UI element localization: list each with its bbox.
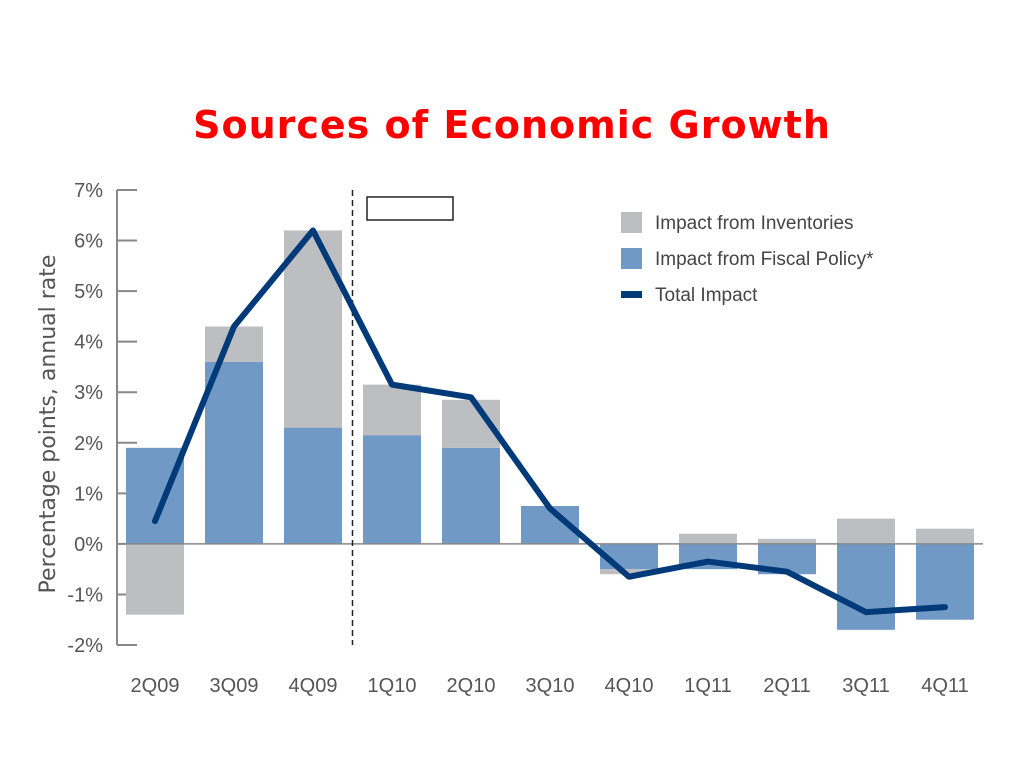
y-tick-label: 1% [74, 483, 103, 505]
fiscal-policy-bar [284, 427, 342, 544]
x-tick-label: 2Q09 [131, 675, 180, 697]
slide-title: Sources of Economic Growth [193, 103, 831, 147]
x-tick-label: 2Q11 [763, 675, 810, 697]
x-tick-label: 1Q10 [368, 675, 417, 697]
y-tick-label: 6% [74, 231, 103, 253]
x-axis: 2Q09 3Q09 4Q09 1Q10 2Q10 3Q10 4Q10 1Q11 2Q11 3Q11… [131, 675, 969, 697]
y-tick-label: 3% [74, 382, 103, 404]
inventories-bar [837, 518, 895, 544]
forecast-divider [351, 190, 454, 645]
x-tick-label: 3Q11 [842, 675, 889, 697]
fiscal-policy-bar [126, 447, 184, 544]
x-tick-label: 2Q10 [447, 675, 496, 697]
fiscal-policy-bar [837, 543, 895, 630]
y-tick-label: 7% [74, 180, 103, 202]
inventories-bar [758, 538, 816, 544]
inventories-bar [679, 533, 737, 544]
y-tick-label: -2% [67, 635, 103, 657]
total-impact-polyline [152, 227, 948, 616]
y-tick-label: 4% [74, 332, 103, 354]
inventories-bar [126, 543, 184, 615]
legend-swatch-total-impact [621, 291, 642, 298]
inventories-bar [363, 384, 421, 436]
y-tick-label: 2% [74, 433, 103, 455]
x-tick-label: 4Q10 [605, 675, 654, 697]
y-axis-label-group: Percentage points, annual rate [36, 255, 61, 594]
bars [126, 230, 974, 630]
forecast-box [366, 196, 454, 221]
x-tick-label: 4Q09 [289, 675, 338, 697]
legend-label: Impact from Fiscal Policy* [655, 249, 874, 270]
x-tick-label: 4Q11 [921, 675, 968, 697]
legend-label: Total Impact [655, 285, 758, 306]
inventories-bar [600, 569, 658, 575]
y-tick-label: 0% [74, 534, 103, 556]
legend-swatch-inventories [621, 212, 642, 233]
legend-label: Impact from Inventories [655, 213, 854, 234]
y-tick-label: -1% [67, 584, 103, 606]
fiscal-policy-bar [442, 447, 500, 544]
x-tick-label: 3Q09 [210, 675, 259, 697]
legend: Impact from Inventories Impact from Fisca… [621, 212, 874, 306]
x-tick-label: 3Q10 [526, 675, 575, 697]
legend-swatch-fiscal-policy [621, 248, 642, 269]
y-tick-label: 5% [74, 281, 103, 303]
fiscal-policy-bar [205, 361, 263, 544]
inventories-bar [284, 230, 342, 428]
y-axis-label: Percentage points, annual rate [36, 255, 61, 594]
fiscal-policy-bar [363, 435, 421, 544]
total-impact-line [152, 227, 948, 616]
inventories-bar [916, 528, 974, 544]
x-tick-label: 1Q11 [684, 675, 731, 697]
